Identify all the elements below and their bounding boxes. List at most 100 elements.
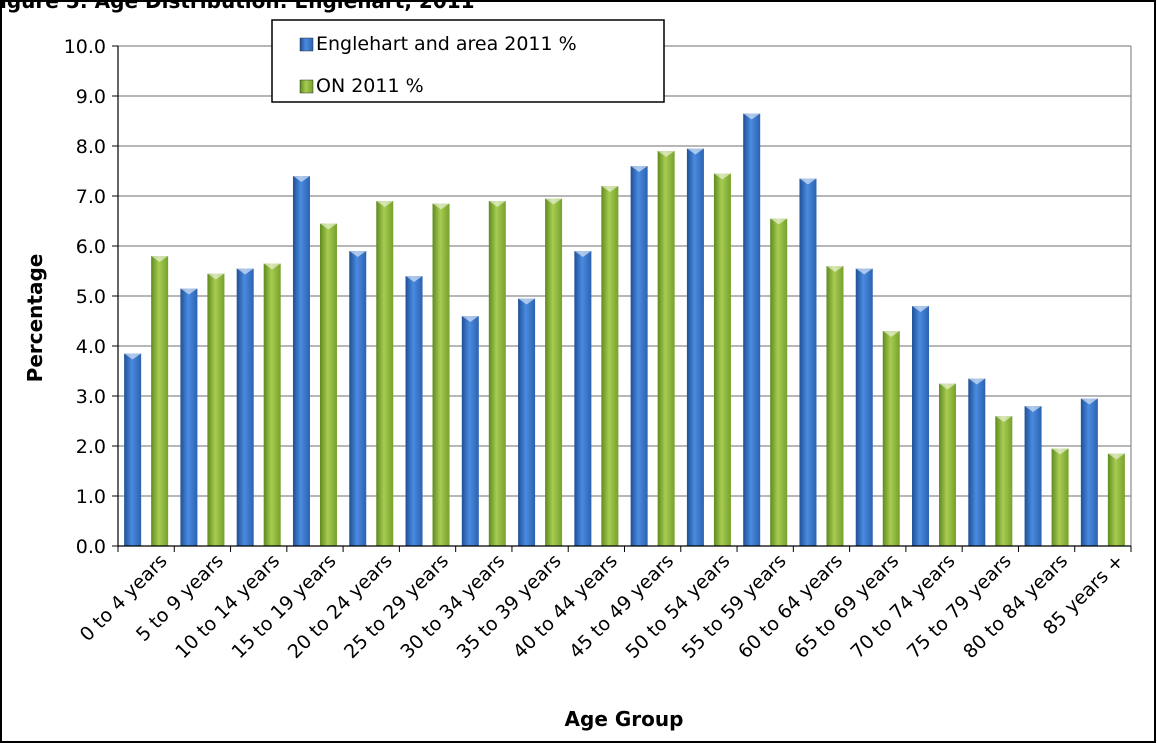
y-tick-label: 1.0: [76, 486, 106, 508]
bar-bevel: [405, 276, 423, 282]
legend: Englehart and area 2011 % ON 2011 %: [271, 19, 665, 103]
bar-englehart: [855, 268, 873, 546]
bar-body: [488, 201, 506, 546]
legend-label: ON 2011 %: [316, 75, 424, 97]
bar-englehart: [968, 378, 986, 546]
bar-ontario: [319, 223, 337, 546]
bar-body: [968, 378, 986, 546]
bar-ontario: [488, 201, 506, 546]
bar-bevel: [545, 198, 563, 205]
bar-bevel: [376, 201, 394, 207]
bar-body: [319, 223, 337, 546]
bar-ontario: [1051, 448, 1069, 546]
bar-bevel: [882, 331, 900, 337]
bar-body: [799, 178, 817, 546]
bar-ontario: [376, 201, 394, 546]
bar-body: [263, 263, 281, 546]
bar-bevel: [686, 148, 704, 155]
x-axis-title: Age Group: [565, 707, 684, 731]
bar-body: [995, 416, 1013, 546]
bar-body: [743, 113, 761, 546]
bar-body: [1051, 448, 1069, 546]
bar-bevel: [713, 173, 731, 180]
bar-englehart: [124, 353, 142, 546]
bar-englehart: [630, 166, 648, 546]
bar-body: [912, 306, 930, 546]
bar-ontario: [713, 173, 731, 546]
bar-bevel: [263, 263, 281, 270]
bar-body: [770, 218, 788, 546]
bar-ontario: [601, 186, 619, 546]
bar-englehart: [292, 176, 310, 546]
bar-bevel: [461, 316, 479, 322]
bar-englehart: [405, 276, 423, 546]
bar-bevel: [968, 378, 986, 385]
bar-bevel: [855, 268, 873, 275]
bar-body: [686, 148, 704, 546]
y-tick-label: 0.0: [76, 536, 106, 558]
y-tick-label: 8.0: [76, 136, 106, 158]
bar-englehart: [574, 251, 592, 546]
bar-body: [1107, 453, 1125, 546]
y-tick-label: 2.0: [76, 436, 106, 458]
bar-bevel: [292, 176, 310, 182]
bar-bevel: [995, 416, 1013, 422]
bar-bevel: [151, 256, 169, 262]
legend-swatch: [299, 37, 314, 52]
bar-bevel: [1051, 448, 1069, 455]
bars-group: [124, 113, 1125, 546]
bar-englehart: [461, 316, 479, 546]
bar-ontario: [1107, 453, 1125, 546]
bar-body: [461, 316, 479, 546]
bar-bevel: [432, 203, 450, 210]
bar-body: [180, 288, 198, 546]
bar-englehart: [912, 306, 930, 546]
bar-bevel: [319, 223, 337, 230]
bar-body: [855, 268, 873, 546]
bar-body: [939, 383, 957, 546]
bar-ontario: [545, 198, 563, 546]
bar-ontario: [882, 331, 900, 546]
bar-body: [124, 353, 142, 546]
bar-englehart: [686, 148, 704, 546]
bar-englehart: [799, 178, 817, 546]
bar-body: [236, 268, 254, 546]
y-tick-label: 7.0: [76, 186, 106, 208]
bar-ontario: [207, 273, 225, 546]
bar-ontario: [826, 266, 844, 546]
bar-bevel: [488, 201, 506, 207]
bar-body: [1024, 406, 1042, 546]
legend-swatch: [299, 79, 314, 94]
legend-box: [271, 19, 665, 103]
bar-body: [292, 176, 310, 546]
bar-body: [349, 251, 367, 546]
bar-ontario: [770, 218, 788, 546]
bar-body: [432, 203, 450, 546]
bar-bevel: [518, 298, 536, 305]
bar-ontario: [151, 256, 169, 546]
bar-bevel: [1107, 453, 1125, 460]
y-tick-label: 3.0: [76, 386, 106, 408]
bar-ontario: [263, 263, 281, 546]
bar-bevel: [574, 251, 592, 257]
y-tick-label: 10.0: [64, 36, 106, 58]
y-tick-label: 6.0: [76, 236, 106, 258]
bar-body: [151, 256, 169, 546]
bar-englehart: [1024, 406, 1042, 546]
bar-bevel: [826, 266, 844, 272]
bar-body: [376, 201, 394, 546]
bar-body: [630, 166, 648, 546]
bar-englehart: [180, 288, 198, 546]
y-tick-label: 5.0: [76, 286, 106, 308]
bar-body: [545, 198, 563, 546]
bar-body: [574, 251, 592, 546]
bar-bevel: [912, 306, 930, 312]
y-axis-title: Percentage: [23, 254, 47, 383]
legend-item: Englehart and area 2011 %: [299, 33, 577, 55]
bar-bevel: [207, 273, 225, 280]
figure-title: igure 5: Age Distribution: Englehart, 20…: [0, 0, 475, 13]
